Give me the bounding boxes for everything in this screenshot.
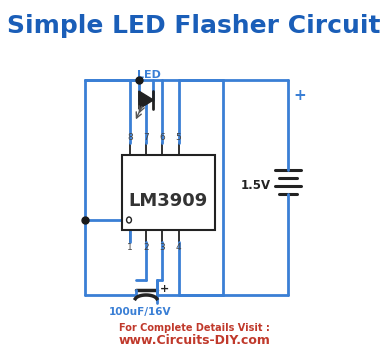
Text: 100uF/16V: 100uF/16V	[108, 307, 171, 317]
Text: 2: 2	[143, 243, 149, 252]
Text: 1: 1	[127, 243, 133, 252]
Text: LED: LED	[137, 70, 161, 80]
Text: 4: 4	[176, 243, 181, 252]
Text: LM3909: LM3909	[129, 192, 208, 210]
Text: 5: 5	[176, 133, 182, 142]
Text: 3: 3	[159, 243, 165, 252]
Bar	[122, 155, 215, 230]
Text: 8: 8	[127, 133, 133, 142]
Text: For Complete Details Visit :: For Complete Details Visit :	[119, 323, 269, 333]
Polygon shape	[139, 91, 153, 109]
Text: Simple LED Flasher Circuit: Simple LED Flasher Circuit	[7, 14, 381, 38]
Text: 7: 7	[143, 133, 149, 142]
Text: +: +	[160, 284, 169, 294]
Text: 6: 6	[159, 133, 165, 142]
Text: www.Circuits-DIY.com: www.Circuits-DIY.com	[118, 334, 270, 347]
Text: +: +	[293, 87, 306, 103]
Text: 1.5V: 1.5V	[240, 179, 270, 192]
